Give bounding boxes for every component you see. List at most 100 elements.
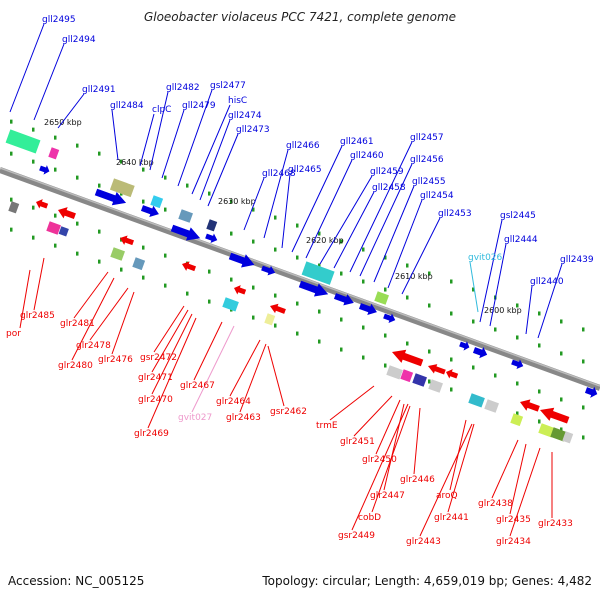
gene-label-bottom: gsr2472 [140, 353, 177, 363]
lane-bottom-outer-tick [274, 323, 277, 328]
connector-line [469, 261, 479, 313]
lane-top-outer-tick [296, 223, 299, 228]
gene-label-top: gll2479 [182, 101, 216, 111]
lane-bottom-outer-tick [208, 299, 211, 304]
connector-line [509, 443, 527, 515]
forward-gene-shape [261, 265, 276, 276]
lane-top-outer-tick [32, 127, 35, 132]
forward-gene [584, 386, 598, 398]
lane-bottom-outer-tick [362, 355, 365, 360]
cog-box-rect [484, 399, 499, 413]
gene-label-bottom: glr2467 [180, 381, 215, 391]
reverse-gene [182, 261, 197, 272]
lane-top-inner-tick [560, 351, 563, 356]
connector-line [153, 305, 185, 353]
backbone-highlight [0, 167, 600, 387]
cog-box [150, 195, 164, 209]
cog-box [46, 221, 61, 235]
gene-label-bottom: glr2433 [538, 519, 573, 529]
cog-box-rect [550, 427, 567, 442]
gene-label-top: gll2454 [420, 191, 454, 201]
connector-line [73, 271, 109, 319]
connector-line [373, 185, 415, 283]
lane-top-inner-tick [494, 327, 497, 332]
lane-top-outer-tick [10, 119, 13, 124]
lane-bottom-inner-tick [560, 397, 563, 402]
gene-label-bottom: glr2443 [406, 537, 441, 547]
lane-bottom-inner-tick [494, 373, 497, 378]
lane-top-outer-tick [186, 183, 189, 188]
gene-label-bottom: gvit027 [178, 413, 212, 423]
lane-bottom-inner-tick [208, 269, 211, 274]
gene-label-bottom: glr2469 [134, 429, 169, 439]
cog-box-rect [468, 393, 485, 408]
gene-label-bottom: glr2450 [362, 455, 397, 465]
gene-label-bottom: glr2438 [478, 499, 513, 509]
lane-top-inner-tick [362, 279, 365, 284]
lane-bottom-inner-tick [450, 357, 453, 362]
lane-top-inner-tick [10, 151, 13, 156]
lane-top-outer-tick [362, 247, 365, 252]
connector-line [9, 23, 45, 113]
reverse-gene-shape [182, 261, 197, 272]
reverse-gene-shape [428, 364, 446, 375]
lane-bottom-outer-tick [318, 339, 321, 344]
connector-line [353, 395, 393, 437]
cog-box [412, 373, 427, 387]
lane-top-inner-tick [340, 271, 343, 276]
connector-line [33, 43, 65, 121]
lane-top-inner-tick [164, 207, 167, 212]
lane-top-outer-tick [142, 167, 145, 172]
lane-bottom-inner-tick [406, 341, 409, 346]
forward-gene-shape [472, 346, 488, 359]
lane-top-inner-tick [98, 183, 101, 188]
cog-box-rect [58, 226, 69, 237]
lane-top-outer-tick [538, 311, 541, 316]
cog-box [468, 393, 485, 408]
cog-box-rect [109, 178, 135, 198]
lane-bottom-inner-tick [582, 405, 585, 410]
lane-bottom-inner-tick [76, 221, 79, 226]
connector-line [371, 405, 411, 513]
lane-top-outer-tick [384, 255, 387, 260]
lane-top-inner-tick [296, 255, 299, 260]
cog-box-rect [538, 423, 555, 438]
connector-line [329, 385, 375, 421]
forward-gene [170, 224, 201, 241]
forward-gene-shape [228, 252, 255, 268]
forward-gene-shape [333, 293, 354, 306]
cog-box [222, 297, 239, 312]
cog-box-rect [510, 413, 524, 427]
lane-bottom-outer-tick [10, 227, 13, 232]
reverse-gene-shape [270, 303, 286, 314]
gene-features [5, 129, 598, 444]
gene-label-bottom: glr2435 [496, 515, 531, 525]
lane-bottom-outer-tick [516, 411, 519, 416]
lane-bottom-inner-tick [318, 309, 321, 314]
connector-line [199, 119, 231, 201]
connector-line [147, 317, 197, 429]
reverse-gene-shape [392, 349, 424, 367]
gene-label-top: gll2466 [286, 141, 320, 151]
connector-line [525, 285, 533, 335]
cog-box [5, 129, 41, 154]
cog-box-rect [562, 431, 574, 444]
cog-box-rect [150, 195, 164, 209]
gene-labels: gll2495 gll2494 gll2491 gll2484 clpC gll2482 g… [6, 15, 594, 547]
connector-line [177, 89, 213, 187]
cog-box-rect [400, 369, 414, 383]
lane-top-outer-tick [208, 191, 211, 196]
cog-box [484, 399, 499, 413]
genome-backbone [0, 167, 600, 391]
lane-bottom-outer-tick [582, 435, 585, 440]
forward-gene [94, 188, 127, 206]
connector-line [401, 217, 441, 295]
backbone-line [0, 167, 600, 391]
cog-box [58, 226, 69, 237]
lane-top-inner-tick [450, 311, 453, 316]
forward-gene-shape [140, 205, 159, 218]
lane-top-outer-tick [120, 159, 123, 164]
cog-box-rect [110, 247, 125, 261]
